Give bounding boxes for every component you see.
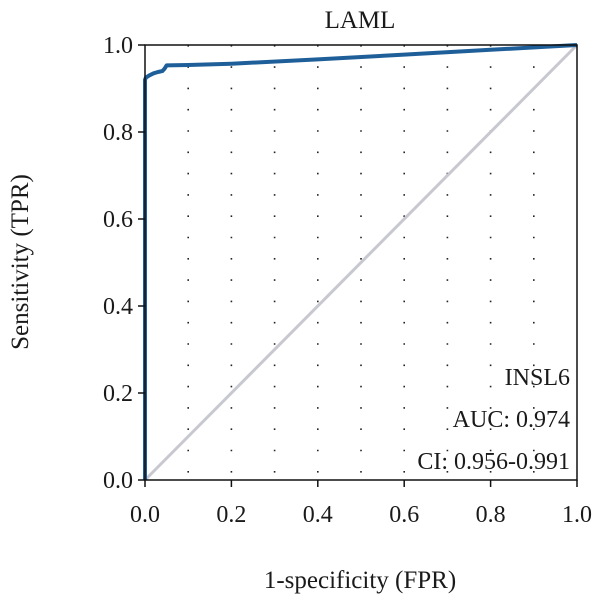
x-axis-title: 1-specificity (FPR) <box>264 567 456 594</box>
y-axis-ticks: 0.0 0.2 0.4 0.6 0.8 1.0 <box>103 33 145 494</box>
y-tick-label: 0.0 <box>103 468 133 494</box>
x-tick-label: 0.6 <box>389 502 419 528</box>
y-tick-label: 0.6 <box>103 207 133 233</box>
y-tick-label: 1.0 <box>103 33 133 59</box>
reference-diagonal-line <box>143 43 579 482</box>
grid-lines <box>187 45 535 480</box>
y-tick-label: 0.8 <box>103 120 133 146</box>
annotation-auc: AUC: 0.974 <box>453 407 570 433</box>
chart-title: LAML <box>325 7 396 34</box>
roc-curve-line <box>143 43 578 480</box>
plot-frame <box>144 44 578 481</box>
annotation-gene: INSL6 <box>505 365 570 391</box>
x-tick-label: 0.0 <box>130 502 160 528</box>
x-axis-ticks: 0.0 0.2 0.4 0.6 0.8 1.0 <box>130 480 592 528</box>
x-tick-label: 1.0 <box>562 502 592 528</box>
y-tick-label: 0.4 <box>103 294 133 320</box>
annotation-ci: CI: 0.956-0.991 <box>417 449 570 475</box>
y-axis-title: Sensitivity (TPR) <box>7 174 34 350</box>
x-tick-label: 0.4 <box>303 502 333 528</box>
x-tick-label: 0.2 <box>216 502 246 528</box>
y-tick-label: 0.2 <box>103 381 133 407</box>
x-tick-label: 0.8 <box>476 502 506 528</box>
